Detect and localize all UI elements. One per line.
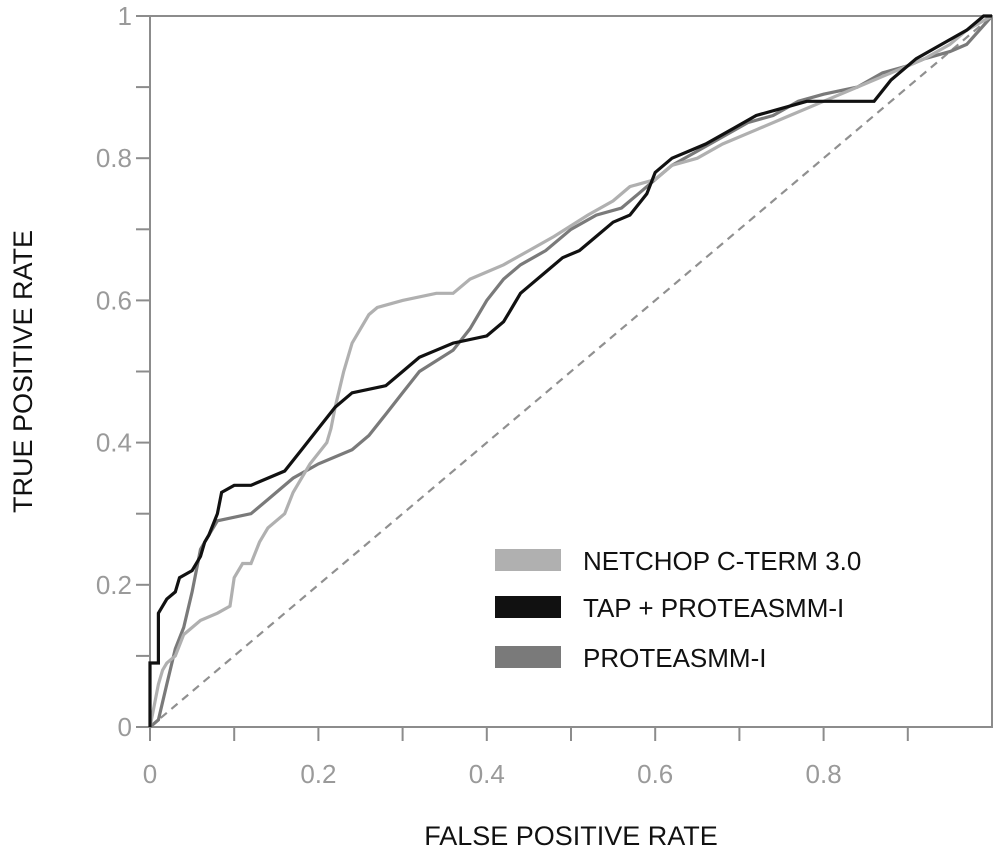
legend-label-tap-proteasmm: TAP + PROTEASMM-I — [583, 593, 844, 623]
tap-proteasmm-series-line — [148, 14, 992, 727]
x-tick-label: 0.4 — [469, 759, 505, 789]
y-tick-label: 0.6 — [96, 285, 132, 315]
legend-label-netchop: NETCHOP C-TERM 3.0 — [583, 546, 861, 576]
x-axis-ticks: 0 0.2 0.4 0.6 0.8 — [143, 727, 909, 789]
y-tick-label: 0.2 — [96, 570, 132, 600]
y-axis-ticks: 0 0.2 0.4 0.6 0.8 1 — [96, 1, 150, 742]
netchop-series-line — [148, 14, 993, 728]
y-tick-label: 0.4 — [96, 428, 132, 458]
x-axis-title: FALSE POSITIVE RATE — [424, 821, 718, 851]
y-tick-label: 0.8 — [96, 143, 132, 173]
series-layer — [148, 14, 994, 729]
x-tick-label: 0.8 — [806, 759, 842, 789]
x-tick-label: 0.2 — [300, 759, 336, 789]
y-tick-label: 0 — [118, 712, 132, 742]
legend-swatch-netchop — [495, 549, 561, 571]
legend: NETCHOP C-TERM 3.0 TAP + PROTEASMM-I PRO… — [495, 546, 861, 673]
x-tick-label: 0.6 — [637, 759, 673, 789]
legend-swatch-tap-proteasmm — [495, 596, 561, 618]
legend-label-proteasmm: PROTEASMM-I — [583, 643, 766, 673]
y-tick-label: 1 — [118, 1, 132, 31]
chance-diagonal-line — [149, 15, 993, 728]
x-tick-label: 0 — [143, 759, 157, 789]
y-axis-title: TRUE POSITIVE RATE — [8, 230, 38, 513]
legend-swatch-proteasmm — [495, 646, 561, 668]
